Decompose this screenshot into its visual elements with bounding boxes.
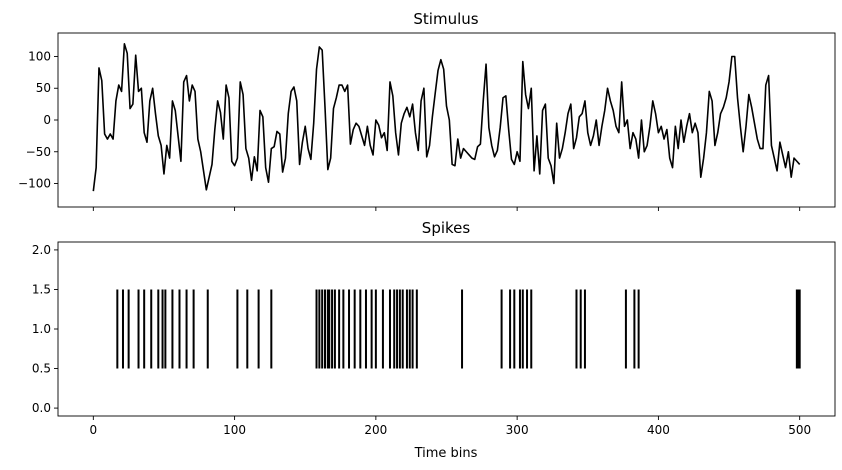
stimulus-y-ticks: −100 −50 0 50 100 bbox=[18, 49, 58, 191]
spikes-y-ticks: 0.0 0.5 1.0 1.5 2.0 bbox=[32, 243, 58, 415]
stimulus-y-tick-label: 0 bbox=[43, 113, 51, 127]
stimulus-title: Stimulus bbox=[413, 10, 478, 28]
stimulus-y-tick-label: 100 bbox=[28, 49, 51, 63]
spikes-x-axis-label: Time bins bbox=[414, 446, 478, 461]
spikes-axes-frame bbox=[57, 241, 836, 417]
spikes-x-tick-label: 0 bbox=[89, 423, 97, 437]
spikes-x-tick-label: 300 bbox=[506, 423, 529, 437]
stimulus-y-tick-label: −100 bbox=[18, 177, 51, 191]
stimulus-series-line bbox=[92, 43, 801, 192]
stimulus-axes-frame bbox=[57, 32, 836, 208]
spikes-y-tick-label: 0.5 bbox=[32, 362, 51, 376]
stimulus-y-tick-label: −50 bbox=[26, 145, 51, 159]
spikes-x-tick-label: 500 bbox=[788, 423, 811, 437]
spikes-y-tick-label: 0.0 bbox=[32, 401, 51, 415]
stimulus-x-ticks bbox=[92, 207, 801, 211]
spikes-subplot: Spikes 0.00.51.01.52.0 0 100 200 300 400 500 … bbox=[32, 219, 836, 461]
spikes-y-tick-label: 1.5 bbox=[32, 282, 51, 296]
spikes-y-tick-label: 1.0 bbox=[32, 322, 51, 336]
spikes-x-tick-label: 100 bbox=[223, 423, 246, 437]
spikes-x-tick-label: 400 bbox=[647, 423, 670, 437]
spikes-x-ticks: 0 100 200 300 400 500 bbox=[89, 416, 811, 437]
spikes-title: Spikes bbox=[422, 219, 471, 237]
stimulus-subplot: Stimulus −100 −50 0 50 100 bbox=[18, 10, 836, 211]
spikes-x-tick-label: 200 bbox=[364, 423, 387, 437]
stimulus-y-tick-label: 50 bbox=[36, 81, 51, 95]
spike-events bbox=[116, 289, 801, 369]
spikes-y-tick-label: 2.0 bbox=[32, 243, 51, 257]
